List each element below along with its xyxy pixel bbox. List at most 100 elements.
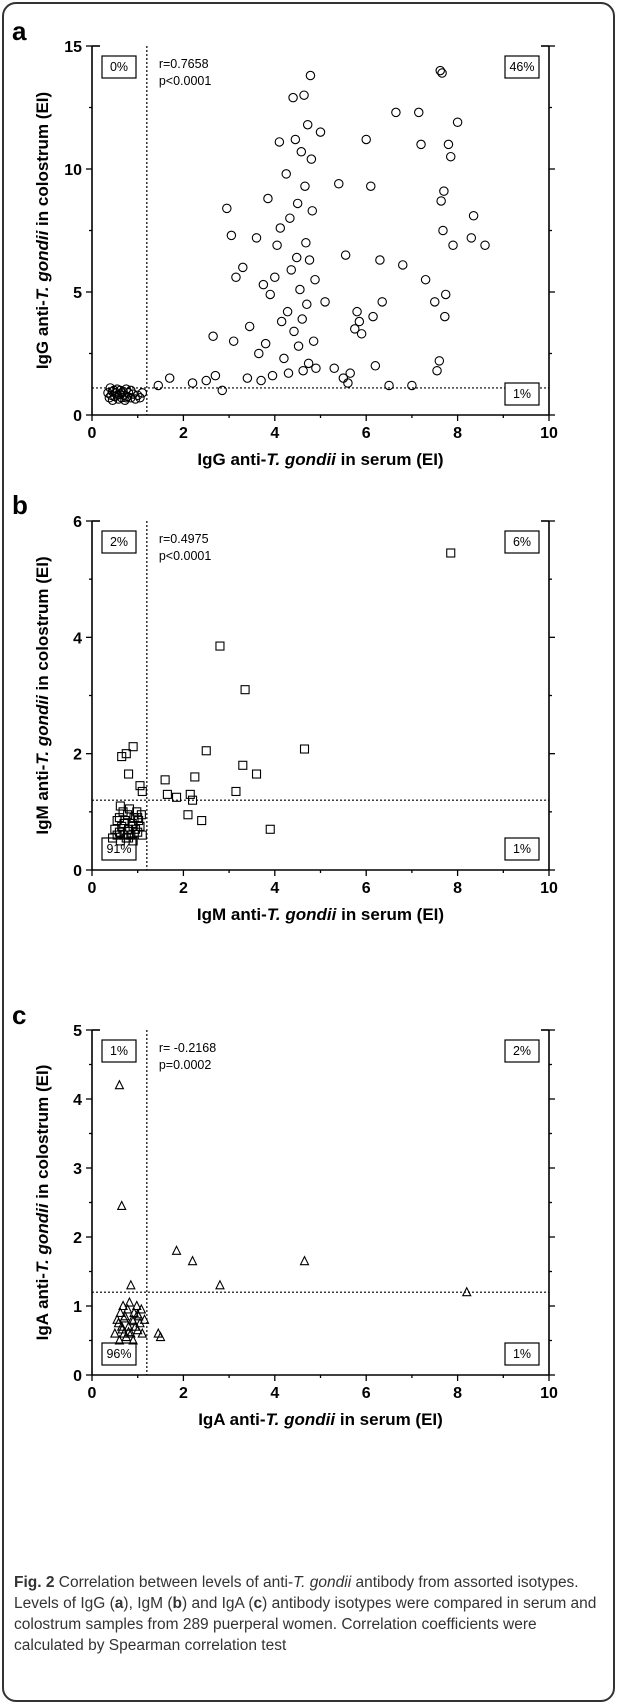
stat-0: r=0.7658 [159,57,209,71]
data-point [215,1279,225,1290]
quadrant-label-top_right: 6% [513,535,531,549]
data-point [361,134,371,145]
quadrant-label-top_left: 1% [110,1044,128,1058]
data-point [307,206,318,216]
panel-letter-c: c [12,1000,26,1030]
caption-part-1: T. gondii [293,1574,352,1591]
x-tick-label-4: 8 [453,425,462,442]
y-tick-label-2: 2 [73,1230,82,1247]
data-point [356,329,367,339]
data-point [434,356,445,366]
data-point [302,119,313,130]
data-point [254,348,264,359]
x-axis-title: IgM anti-T. gondii in serum (EI) [197,905,444,924]
y-tick-label-3: 6 [73,514,82,531]
data-point [439,186,449,196]
data-point [114,1334,125,1345]
data-point [377,297,387,307]
data-point [125,1279,136,1290]
data-point [153,380,164,391]
data-point [407,380,417,391]
data-point [436,196,446,206]
data-points [103,65,490,405]
data-point [251,233,262,243]
data-point [135,821,145,831]
caption-part-0: Correlation between levels of anti- [54,1574,294,1591]
data-point [121,393,132,403]
x-tick-label-0: 0 [88,880,97,897]
data-point [276,316,287,327]
data-point [128,1334,139,1345]
data-point [171,1245,182,1255]
caption-part-8: ) antibody isotypes were compared in ser… [14,1595,597,1654]
y-tick-label-1: 5 [73,285,82,302]
data-point [137,1327,148,1338]
data-point [283,368,294,378]
caption-part-6: ) and IgA ( [181,1595,254,1612]
data-point [137,830,147,840]
data-point [119,830,129,840]
data-point [126,385,136,396]
data-point [299,1255,310,1266]
y-axis-title-part-0: IgM anti- [33,765,52,835]
stat-1: p<0.0001 [159,549,212,563]
data-point [391,107,401,118]
quadrant-box-top_right [504,55,540,79]
data-point [201,746,211,756]
quadrant-box-bottom_left [101,837,137,861]
x-tick-label-5: 10 [540,425,558,442]
data-point [116,1200,127,1210]
data-point [112,390,122,401]
data-point [301,238,311,248]
x-tick-label-3: 6 [362,425,371,442]
data-point [437,68,447,78]
data-point [272,240,282,251]
data-point [136,1303,147,1314]
data-point [160,775,170,785]
data-point [128,1315,139,1326]
data-point [187,1255,198,1266]
data-point [116,393,127,403]
quadrant-label-bottom_right: 1% [513,842,531,856]
data-point [480,240,490,251]
x-tick-label-5: 10 [540,880,558,897]
data-point [270,272,280,282]
data-point [125,1327,136,1338]
data-point [187,795,198,805]
data-point [242,373,253,383]
data-point [114,827,124,837]
data-point [123,388,134,398]
data-point [117,1323,128,1334]
data-point [112,830,122,840]
data-point [137,786,147,797]
data-point [133,827,143,837]
data-point [299,744,310,754]
quadrant-box-bottom_right [504,382,540,406]
data-point [238,760,248,770]
x-tick-label-2: 4 [270,1385,279,1402]
data-point [240,685,250,695]
data-point [352,306,362,317]
y-axis-title-part-1: T. gondii [33,694,52,765]
data-point [299,90,309,100]
data-point [446,548,456,558]
data-point [123,1320,134,1331]
data-point [285,213,295,223]
data-point [128,742,138,752]
data-point [452,117,463,128]
data-point [298,365,308,376]
x-axis-title-part-2: in serum (EI) [336,905,444,924]
data-point [155,1331,166,1342]
data-point [115,1307,126,1317]
y-axis-title-part-2: in colostrum (EI) [33,1065,52,1204]
data-point [416,139,426,150]
data-point [295,284,305,295]
data-point [226,230,237,241]
x-tick-label-4: 8 [453,880,462,897]
data-point [282,306,293,317]
stat-1: p<0.0001 [159,74,212,88]
y-tick-label-0: 0 [73,1368,82,1385]
data-point [183,810,193,820]
data-point [128,821,138,831]
